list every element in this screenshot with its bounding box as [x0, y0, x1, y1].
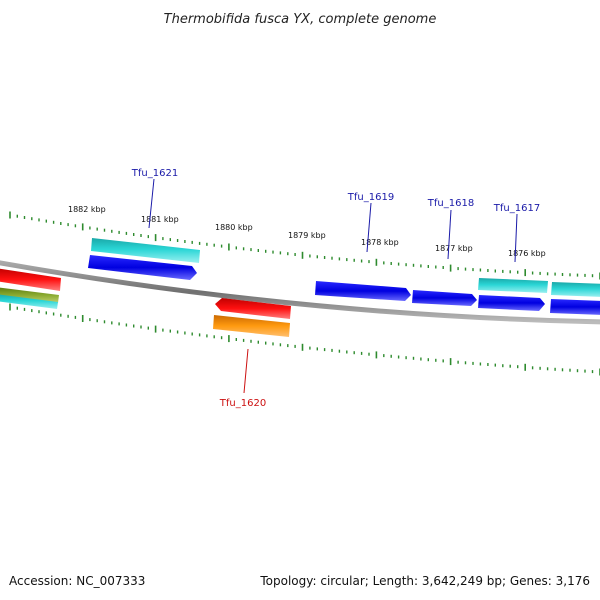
gene-arrow[interactable]: [215, 298, 291, 319]
gene-box[interactable]: [0, 287, 59, 303]
leader-line: [447, 209, 452, 260]
gene-box[interactable]: [478, 278, 548, 293]
gene-label-tfu-1618[interactable]: Tfu_1618: [427, 198, 474, 209]
gene-label-tfu-1617[interactable]: Tfu_1617: [493, 203, 540, 214]
forward-strand-genes: [0, 238, 600, 315]
gene-label-tfu-1619[interactable]: Tfu_1619: [347, 192, 394, 203]
gene-labels: Tfu_1621 Tfu_1619 Tfu_1618 Tfu_1617 Tfu_…: [131, 168, 540, 409]
accession-text: Accession: NC_007333: [9, 574, 146, 588]
gene-arrow[interactable]: [550, 299, 600, 315]
tick-labels: 1882 kbp 1881 kbp 1880 kbp 1879 kbp 1878…: [68, 205, 546, 258]
genome-summary-text: Topology: circular; Length: 3,642,249 bp…: [260, 574, 590, 588]
map-title: Thermobifida fusca YX, complete genome: [164, 12, 437, 27]
gene-box[interactable]: [551, 282, 600, 297]
gene-arrow[interactable]: [478, 295, 545, 311]
gene-label-leaders: [148, 178, 518, 394]
gene-label-tfu-1621[interactable]: Tfu_1621: [131, 168, 178, 179]
gene-label-tfu-1620[interactable]: Tfu_1620: [219, 398, 266, 409]
gene-arrow[interactable]: [315, 281, 411, 301]
tick-label: 1880 kbp: [215, 223, 253, 232]
gene-box[interactable]: [0, 294, 58, 309]
gene-box[interactable]: [0, 268, 61, 291]
tick-label: 1879 kbp: [288, 231, 326, 240]
gene-box[interactable]: [213, 315, 290, 337]
leader-line: [243, 348, 249, 394]
tick-label: 1877 kbp: [435, 244, 473, 253]
gene-box[interactable]: [91, 238, 200, 263]
tick-row-outer: [9, 211, 600, 280]
gene-arrow[interactable]: [88, 255, 197, 280]
leader-line: [148, 178, 155, 229]
tick-label: 1878 kbp: [361, 238, 399, 247]
leader-line: [514, 213, 518, 263]
tick-label: 1876 kbp: [508, 249, 546, 258]
tick-row-inner: [9, 303, 600, 376]
genome-backbone: [0, 260, 600, 325]
tick-label: 1881 kbp: [141, 215, 179, 224]
reverse-strand-genes: [0, 287, 291, 337]
gene-arrow[interactable]: [412, 290, 477, 306]
tick-label: 1882 kbp: [68, 205, 106, 214]
leader-line: [366, 202, 372, 253]
